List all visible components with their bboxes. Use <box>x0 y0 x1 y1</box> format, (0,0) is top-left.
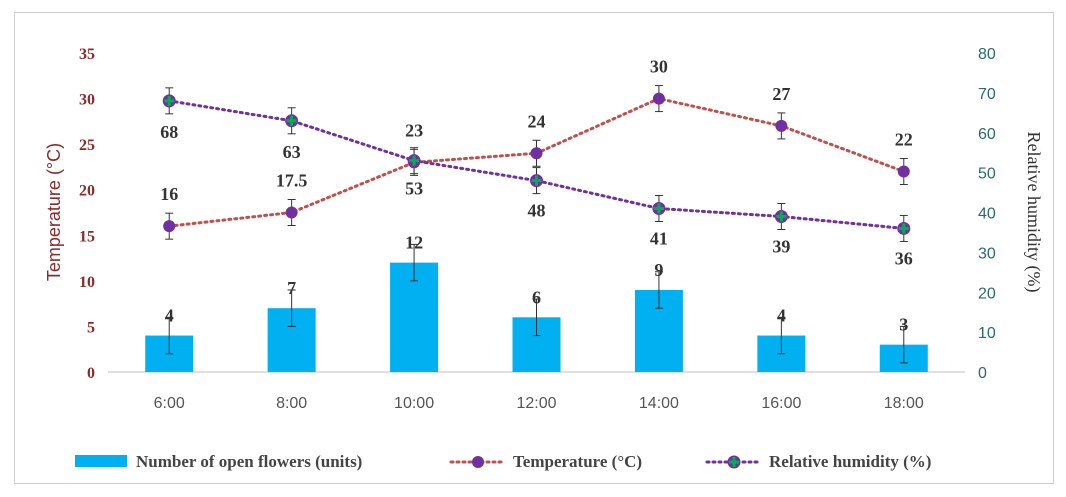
legend-label-temperature: Temperature (°C) <box>513 452 642 471</box>
humidity-data-label: 39 <box>772 236 790 256</box>
temperature-data-label: 22 <box>895 129 913 149</box>
temperature-marker <box>163 220 176 233</box>
y-tick-label: 20 <box>79 183 95 200</box>
bar-data-label: 9 <box>654 260 663 280</box>
legend-marker-humidity-cross <box>729 457 739 467</box>
y-axis-title: Temperature (°C) <box>44 143 64 281</box>
y-tick-label: 0 <box>87 365 95 382</box>
bar-data-label: 4 <box>165 306 174 326</box>
humidity-data-label: 63 <box>283 142 301 162</box>
temperature-data-label: 27 <box>772 84 790 104</box>
y2-tick-label: 50 <box>978 166 996 183</box>
temperature-marker <box>775 119 788 132</box>
x-tick-label: 12:00 <box>516 395 556 412</box>
y-tick-label: 10 <box>79 274 95 291</box>
x-tick-label: 10:00 <box>394 395 434 412</box>
humidity-marker-cross <box>164 95 175 106</box>
humidity-data-label: 41 <box>650 229 668 249</box>
y2-axis-title: Relative humidity (%) <box>1023 132 1044 293</box>
x-tick-label: 6:00 <box>154 395 185 412</box>
humidity-data-label: 48 <box>528 201 546 221</box>
x-tick-label: 14:00 <box>639 395 679 412</box>
temperature-marker <box>285 206 298 219</box>
chart-frame <box>14 12 1054 484</box>
y-tick-label: 30 <box>79 92 95 109</box>
legend-marker-temperature <box>472 456 484 468</box>
y2-tick-label: 30 <box>978 245 996 262</box>
temperature-marker <box>652 92 665 105</box>
humidity-marker-cross <box>409 155 420 166</box>
temperature-data-label: 17.5 <box>276 171 308 191</box>
temperature-data-label: 24 <box>528 111 546 131</box>
x-tick-label: 8:00 <box>276 395 307 412</box>
bar-data-label: 4 <box>777 306 786 326</box>
humidity-data-label: 53 <box>405 179 423 199</box>
temperature-marker <box>897 165 910 178</box>
temperature-data-label: 16 <box>160 184 178 204</box>
y2-tick-label: 70 <box>978 86 996 103</box>
bar-data-label: 3 <box>899 315 908 335</box>
y2-tick-label: 20 <box>978 285 996 302</box>
temperature-marker <box>530 147 543 160</box>
y2-tick-label: 10 <box>978 325 996 342</box>
legend-swatch-flowers <box>75 455 127 467</box>
humidity-marker-cross <box>776 211 787 222</box>
temperature-data-label: 23 <box>405 120 423 140</box>
y2-tick-label: 60 <box>978 126 996 143</box>
humidity-marker-cross <box>898 223 909 234</box>
x-tick-label: 16:00 <box>761 395 801 412</box>
humidity-data-label: 36 <box>895 248 913 268</box>
legend-label-humidity: Relative humidity (%) <box>769 452 931 471</box>
bar-data-label: 12 <box>405 233 423 253</box>
humidity-marker-cross <box>286 115 297 126</box>
legend-label-flowers: Number of open flowers (units) <box>136 452 362 471</box>
bar-data-label: 7 <box>287 278 296 298</box>
humidity-marker-cross <box>531 175 542 186</box>
temperature-data-label: 30 <box>650 57 668 77</box>
x-tick-label: 18:00 <box>884 395 924 412</box>
bar-data-label: 6 <box>532 287 541 307</box>
humidity-marker-cross <box>653 203 664 214</box>
y-tick-label: 35 <box>79 46 95 63</box>
y-tick-label: 15 <box>79 228 95 245</box>
y2-tick-label: 40 <box>978 206 996 223</box>
y2-tick-label: 0 <box>978 365 987 382</box>
y-tick-label: 5 <box>87 319 95 336</box>
y-tick-label: 25 <box>79 137 95 154</box>
humidity-data-label: 68 <box>160 122 178 142</box>
y2-tick-label: 80 <box>978 46 996 63</box>
